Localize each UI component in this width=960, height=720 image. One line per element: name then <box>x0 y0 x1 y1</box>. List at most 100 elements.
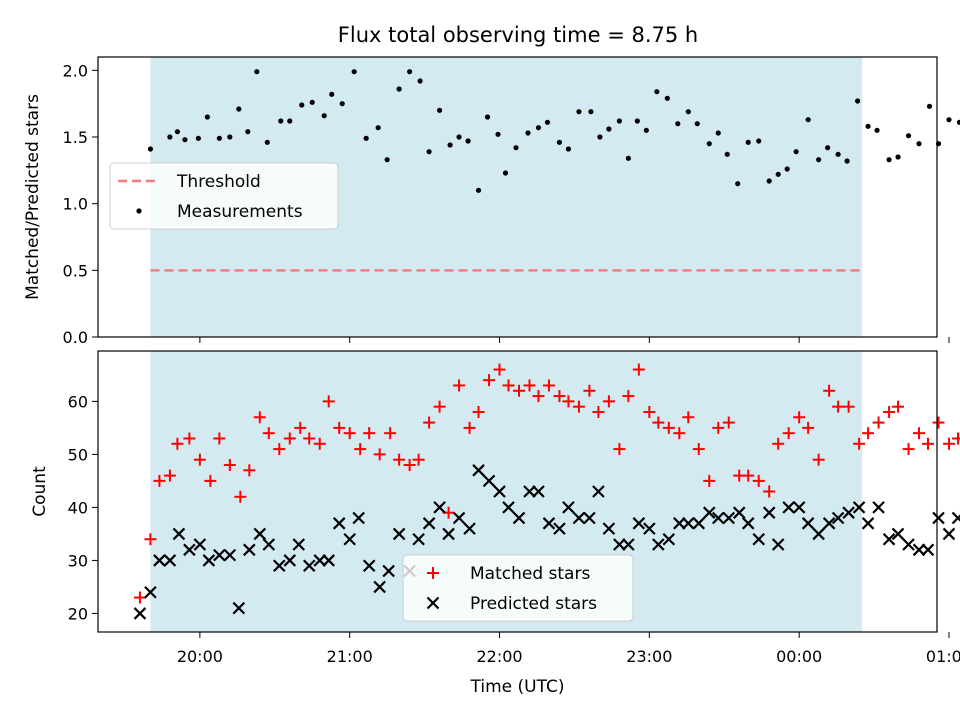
predicted-star-point-b <box>493 485 506 498</box>
matched-star-point <box>483 374 496 387</box>
matched-star-point <box>673 427 686 440</box>
matched-star-point <box>832 400 845 413</box>
predicted-star-point <box>133 607 147 620</box>
matched-star-point <box>204 474 217 487</box>
predicted-star-point-b <box>163 554 177 567</box>
predicted-star-point-b <box>322 554 336 567</box>
measurement-point <box>895 154 901 160</box>
matched-star-point <box>234 490 247 503</box>
matched-star-point <box>951 432 960 445</box>
top-legend-box <box>109 162 339 230</box>
predicted-star-point-b <box>442 527 455 541</box>
predicted-star-point-b <box>362 559 376 573</box>
measurement-point <box>525 130 531 136</box>
predicted-star-point <box>643 522 656 535</box>
predicted-star-point-b <box>842 506 855 519</box>
predicted-star-point <box>183 543 196 557</box>
measurement-point <box>634 118 640 124</box>
top-legend: Threshold Measurements <box>109 162 339 230</box>
measurement-point <box>664 95 670 101</box>
measurement-point <box>182 137 188 143</box>
measurement-point <box>675 121 681 127</box>
bottom-y-axis-label: Count <box>30 466 50 517</box>
predicted-star-point <box>831 511 845 525</box>
predicted-star-point <box>921 543 935 557</box>
top-ytick-label: 0.0 <box>63 328 88 347</box>
predicted-star-point <box>902 538 915 551</box>
predicted-star-point-b <box>232 601 246 615</box>
measurement-point <box>854 98 861 104</box>
predicted-star-point <box>373 580 386 594</box>
matched-star-point <box>842 400 855 413</box>
matched-star-point <box>403 458 416 471</box>
measurement-point <box>844 158 850 164</box>
predicted-star-point <box>882 532 896 546</box>
predicted-star-point-b <box>313 554 327 567</box>
predicted-star-point-b <box>602 522 616 535</box>
matched-star-point <box>583 384 596 397</box>
matched-star-point <box>902 443 915 456</box>
measurement-point <box>147 146 154 152</box>
x-tick-label: 20:00 <box>177 647 223 666</box>
predicted-star-point-b <box>343 532 356 546</box>
measurement-point <box>513 145 519 151</box>
predicted-star-point <box>382 564 395 578</box>
matched-star-point <box>652 416 665 429</box>
legend-predicted-swatch <box>426 596 440 610</box>
matched-star-point <box>423 416 436 429</box>
measurement-point <box>204 114 210 120</box>
predicted-star-point-b <box>172 527 186 541</box>
measurement-point <box>339 101 345 107</box>
measurement-point <box>805 117 811 123</box>
measurement-point <box>874 127 880 133</box>
predicted-star-point-b <box>133 607 147 620</box>
matched-star-point <box>273 443 286 456</box>
predicted-star-point-b <box>643 522 656 535</box>
matched-star-point <box>542 379 555 392</box>
measurement-point <box>956 119 960 125</box>
predicted-star-point-b <box>822 517 836 530</box>
measurement-point <box>597 134 603 140</box>
predicted-star-point-b <box>861 517 875 530</box>
measurement-point <box>287 118 293 124</box>
predicted-star-point-b <box>792 501 806 514</box>
measurement-point <box>195 135 201 141</box>
matched-star-point <box>243 464 256 477</box>
predicted-star-point-b <box>202 554 216 567</box>
predicted-star-point-b <box>801 517 815 530</box>
bottom-ytick-label: 40 <box>68 498 88 517</box>
predicted-star-point <box>792 501 806 514</box>
predicted-star-point <box>702 506 716 519</box>
matched-star-point <box>592 405 605 418</box>
predicted-star-point-b <box>592 485 605 498</box>
measurement-point <box>775 171 781 177</box>
predicted-star-point <box>472 464 485 477</box>
measurement-point <box>835 151 841 157</box>
measurement-point <box>321 113 327 119</box>
matched-star-point <box>942 437 955 450</box>
matched-star-point <box>183 432 196 445</box>
predicted-star-point <box>213 548 226 562</box>
measurement-point <box>793 149 799 155</box>
matched-star-point <box>373 448 386 461</box>
bottom-panel-counts: 20 30 40 50 60 20:00 21:00 22:00 23:00 00:00 01:00… <box>30 350 960 697</box>
predicted-star-point-b <box>452 511 466 525</box>
predicted-star-point <box>153 554 166 567</box>
matched-star-point <box>662 421 675 434</box>
predicted-star-point <box>602 522 616 535</box>
matched-star-point <box>283 432 296 445</box>
predicted-star-point <box>762 506 776 519</box>
matched-star-point <box>572 400 585 413</box>
predicted-star-point <box>412 532 425 546</box>
measurement-point <box>436 107 443 113</box>
measurement-point <box>535 125 542 131</box>
matched-star-point <box>562 395 575 408</box>
predicted-star-point-b <box>682 517 695 530</box>
predicted-star-point <box>163 554 177 567</box>
predicted-star-point-b <box>711 511 725 525</box>
measurement-point <box>254 69 260 75</box>
matched-star-point <box>171 437 184 450</box>
measurement-point <box>724 151 730 157</box>
measurement-point <box>926 103 933 109</box>
